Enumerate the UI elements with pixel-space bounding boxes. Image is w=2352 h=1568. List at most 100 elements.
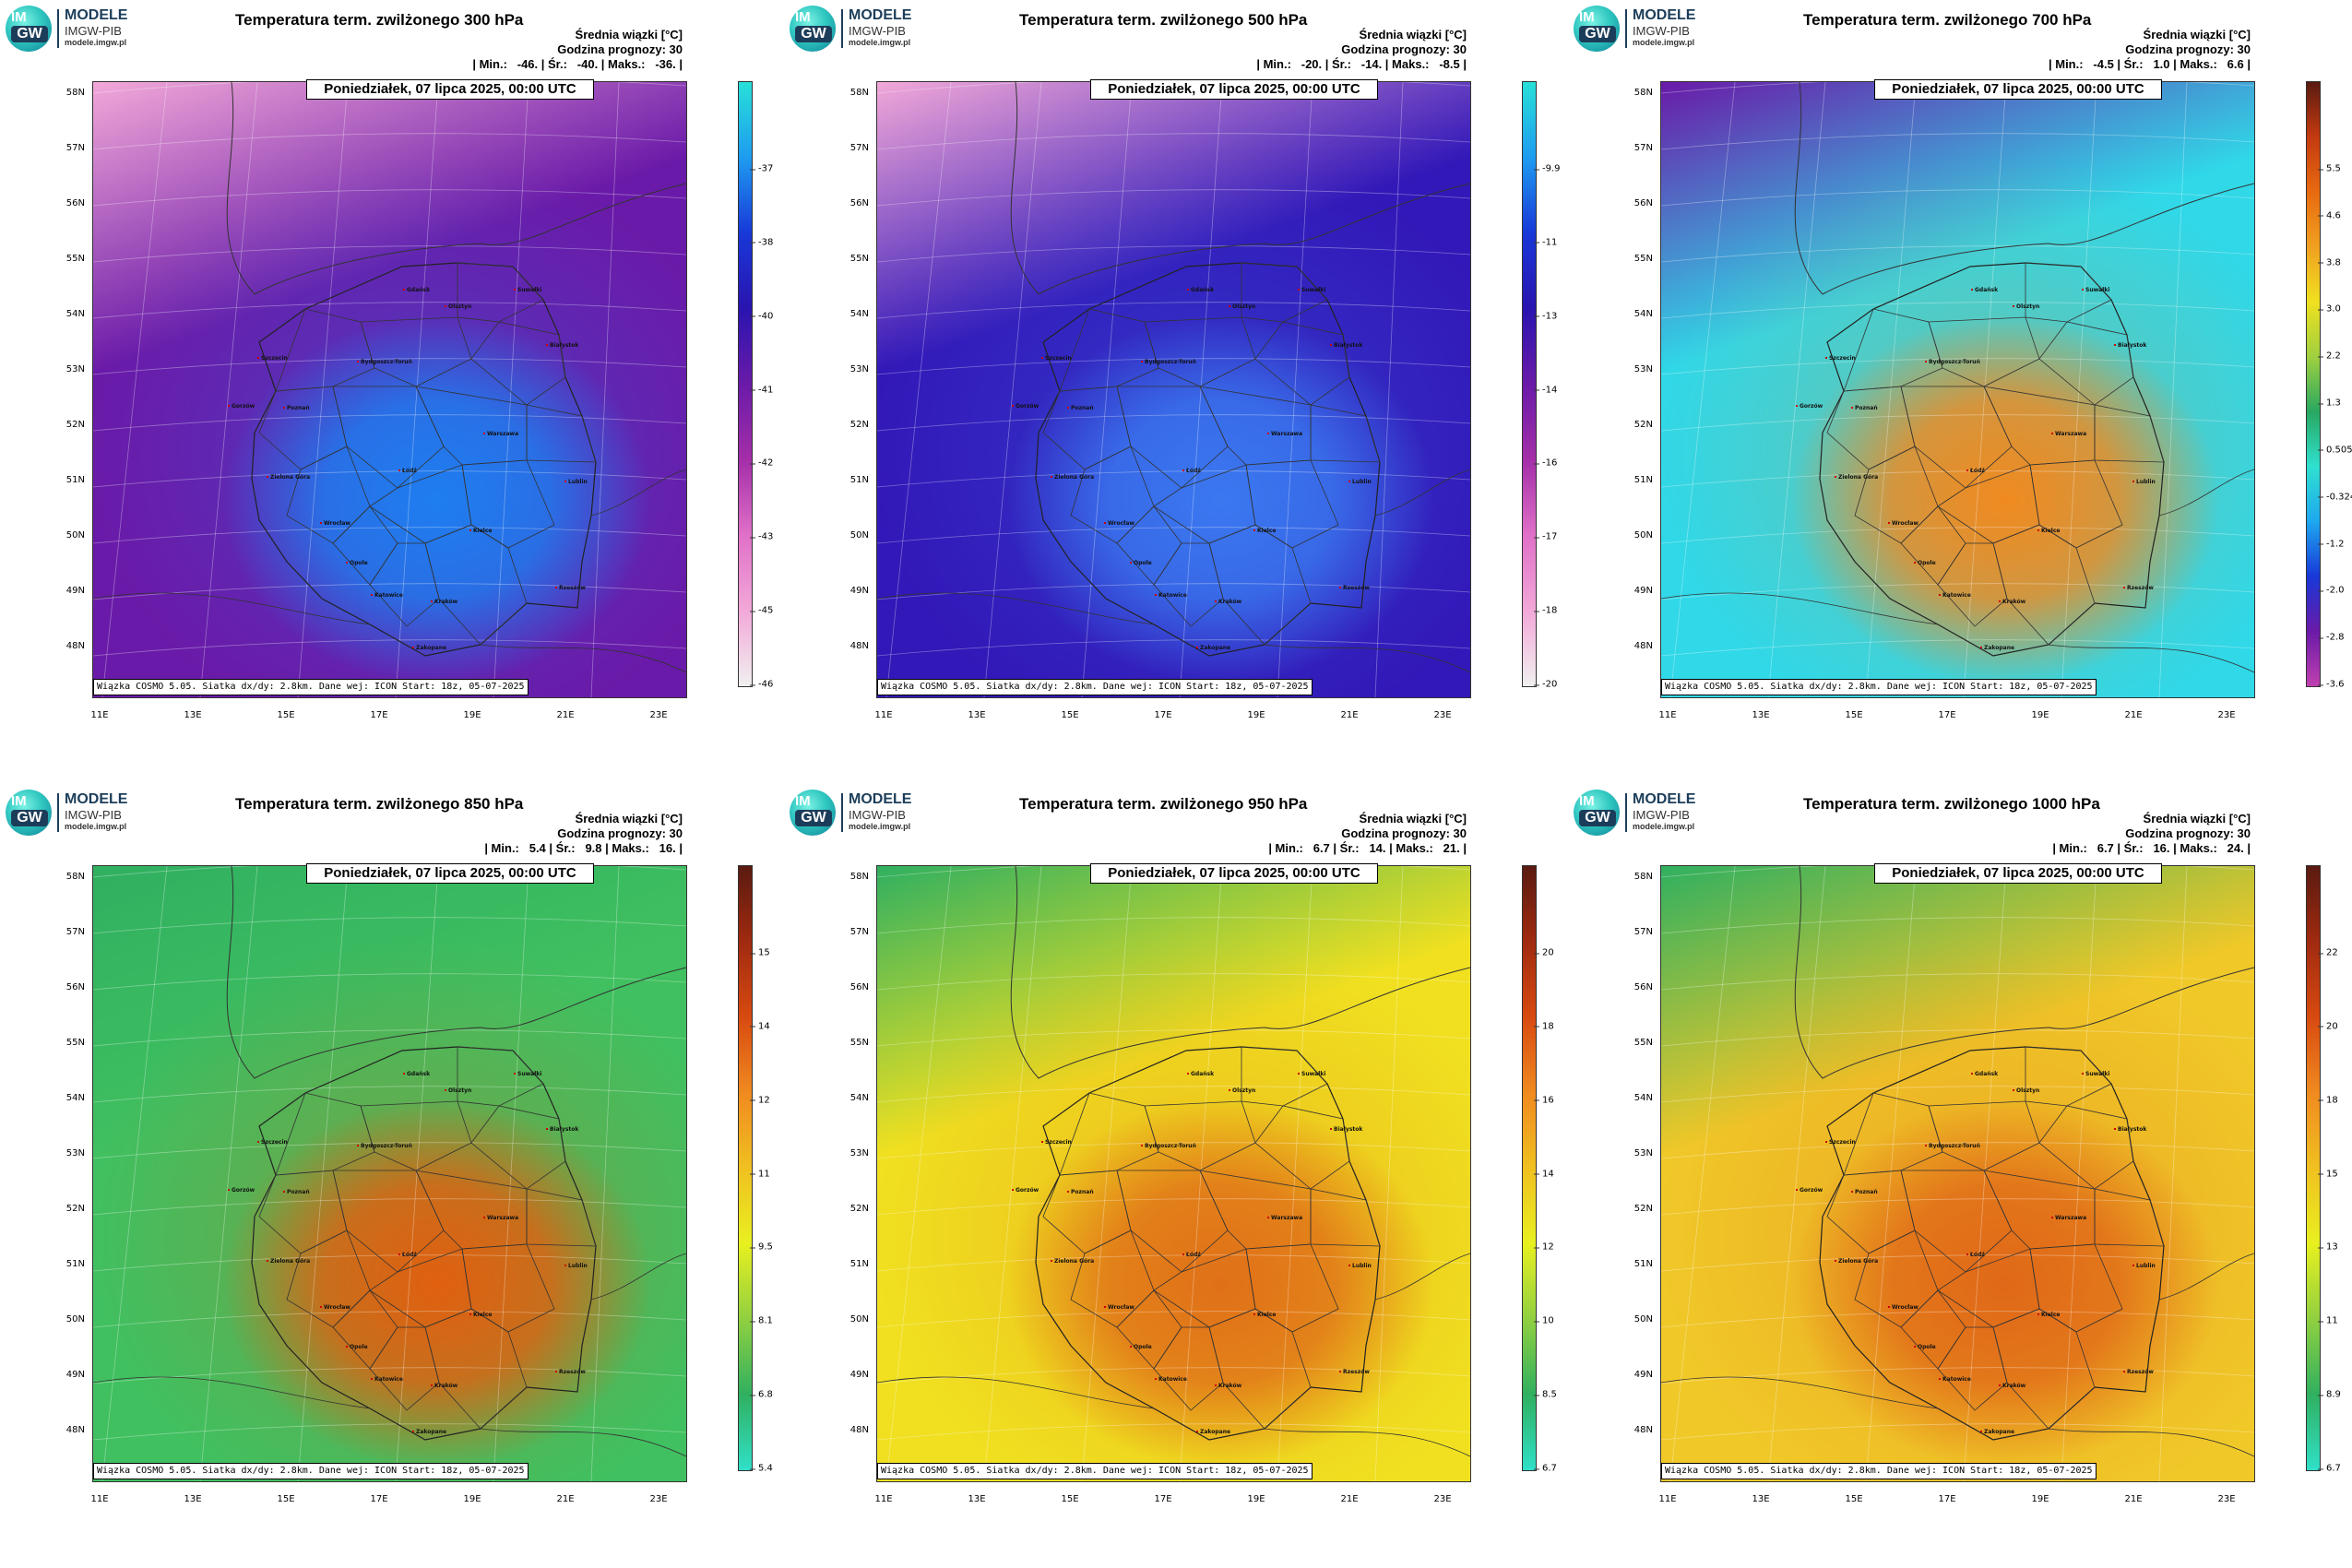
- city-label: Suwałki: [513, 287, 542, 293]
- logo-site: modele.imgw.pl: [1633, 38, 1695, 47]
- latitude-label: 49N: [1633, 586, 1653, 596]
- longitude-label: 23E: [2217, 710, 2236, 720]
- city-label: Gdańsk: [402, 287, 431, 293]
- city-label: Zakopane: [411, 1429, 447, 1435]
- colorbar-tick: -42: [749, 457, 774, 469]
- longitude-label: 19E: [463, 1494, 481, 1504]
- latitude-label: 48N: [1633, 1425, 1653, 1435]
- colorbar-tick: -2.0: [2318, 585, 2345, 596]
- imgw-logo: IM GW MODELE IMGW-PIB modele.imgw.pl: [1574, 6, 1721, 52]
- logo-site: modele.imgw.pl: [65, 38, 127, 47]
- city-label: Lublin: [2132, 479, 2156, 485]
- city-label: Bydgoszcz-Toruń: [357, 359, 412, 365]
- colorbar-tick: -40: [749, 311, 774, 322]
- city-label: Gdańsk: [402, 1071, 431, 1077]
- latitude-label: 58N: [849, 88, 869, 98]
- latitude-label: 57N: [849, 927, 869, 937]
- longitude-label: 15E: [277, 1494, 295, 1504]
- map-overlay: [877, 82, 1470, 697]
- panel-title: Temperatura term. zwilżonego 300 hPa: [235, 11, 524, 29]
- longitude-label: 19E: [2031, 1494, 2049, 1504]
- city-label: Szczecin: [1825, 1139, 1856, 1146]
- city-label: Łódź: [1966, 468, 1985, 474]
- latitude-label: 48N: [1633, 641, 1653, 651]
- city-label: Bydgoszcz-Toruń: [357, 1143, 412, 1149]
- city-label: Kraków: [1998, 599, 2026, 605]
- longitude-label: 13E: [184, 710, 202, 720]
- city-label: Zakopane: [1979, 645, 2015, 651]
- valid-date-label: Poniedziałek, 07 lipca 2025, 00:00 UTC: [306, 79, 594, 100]
- latitude-label: 54N: [1633, 309, 1653, 319]
- city-label: Białystok: [2113, 1126, 2147, 1133]
- city-label: Białystok: [545, 342, 579, 349]
- city-label: Warszawa: [482, 431, 519, 437]
- forecast-hour: Godzina prognozy: 30: [1341, 826, 1467, 840]
- city-label: Gdańsk: [1970, 287, 1999, 293]
- longitude-label: 19E: [463, 710, 481, 720]
- latitude-label: 54N: [65, 309, 85, 319]
- city-label: Opole: [1130, 560, 1152, 566]
- city-label: Szczecin: [1041, 1139, 1072, 1146]
- city-label: Poznań: [1067, 405, 1094, 411]
- city-label: Katowice: [1939, 1376, 1971, 1383]
- city-label: Łódź: [1182, 468, 1201, 474]
- colorbar-tick: 20: [2318, 1021, 2338, 1032]
- forecast-hour: Godzina prognozy: 30: [2125, 42, 2251, 56]
- city-label: Białystok: [2113, 342, 2147, 349]
- latitude-label: 49N: [1633, 1370, 1653, 1380]
- forecast-panel-2: IM GW MODELE IMGW-PIB modele.imgw.pl Tem…: [784, 0, 1568, 784]
- city-label: Białystok: [1329, 1126, 1363, 1133]
- logo-org: IMGW-PIB: [849, 24, 906, 38]
- forecast-hour: Godzina prognozy: 30: [1341, 42, 1467, 56]
- logo-brand: MODELE: [849, 7, 912, 23]
- city-label: Kielce: [2037, 528, 2061, 534]
- longitude-label: 13E: [968, 1494, 986, 1504]
- imgw-logo: IM GW MODELE IMGW-PIB modele.imgw.pl: [790, 790, 937, 836]
- latitude-label: 50N: [65, 1314, 85, 1324]
- city-label: Wrocław: [1888, 520, 1918, 527]
- city-label: Warszawa: [2050, 1215, 2087, 1221]
- city-label: Katowice: [1155, 592, 1187, 599]
- latitude-label: 52N: [1633, 1204, 1653, 1214]
- panel-stats: | Min.: -4.5 | Śr.: 1.0 | Maks.: 6.6 |: [2048, 57, 2251, 71]
- city-label: Zakopane: [1195, 645, 1231, 651]
- imgw-logo-icon: IM GW: [790, 790, 836, 836]
- colorbar-tick: -37: [749, 163, 774, 174]
- colorbar-tick: 14: [750, 1021, 770, 1032]
- colorbar-tick: 18: [2318, 1095, 2338, 1106]
- colorbar-tick: -13: [1533, 311, 1558, 322]
- longitude-label: 11E: [1658, 710, 1677, 720]
- longitude-label: 19E: [1247, 1494, 1265, 1504]
- city-label: Olsztyn: [444, 1087, 472, 1094]
- valid-date-label: Poniedziałek, 07 lipca 2025, 00:00 UTC: [1874, 79, 2162, 100]
- city-label: Warszawa: [1266, 1215, 1303, 1221]
- longitude-label: 11E: [874, 1494, 893, 1504]
- logo-brand: MODELE: [65, 7, 128, 23]
- map-overlay: [93, 82, 686, 697]
- city-label: Rzeszów: [555, 1369, 586, 1375]
- logo-org: IMGW-PIB: [1633, 808, 1690, 822]
- logo-brand: MODELE: [1633, 7, 1696, 23]
- latitude-label: 53N: [65, 1148, 85, 1158]
- latitude-label: 56N: [1633, 982, 1653, 992]
- logo-site: modele.imgw.pl: [1633, 822, 1695, 831]
- longitude-label: 15E: [1845, 710, 1863, 720]
- longitude-label: 23E: [649, 1494, 668, 1504]
- latitude-label: 58N: [849, 872, 869, 882]
- latitude-label: 57N: [65, 927, 85, 937]
- latitude-label: 48N: [849, 1425, 869, 1435]
- city-label: Lublin: [1348, 479, 1372, 485]
- panel-title: Temperatura term. zwilżonego 700 hPa: [1803, 11, 2092, 29]
- colorbar-tick: 5.4: [750, 1463, 773, 1474]
- map-area: Gdańsk Suwałki Olsztyn Szczecin Białystok Byd…: [876, 865, 1471, 1482]
- logo-brand: MODELE: [65, 791, 128, 807]
- city-label: Warszawa: [2050, 431, 2087, 437]
- longitude-label: 19E: [1247, 710, 1265, 720]
- imgw-logo: IM GW MODELE IMGW-PIB modele.imgw.pl: [1574, 790, 1721, 836]
- city-label: Poznań: [1851, 1189, 1878, 1195]
- panel-title: Temperatura term. zwilżonego 950 hPa: [1019, 795, 1308, 813]
- longitude-label: 17E: [370, 710, 388, 720]
- longitude-label: 17E: [1154, 1494, 1172, 1504]
- longitude-label: 13E: [968, 710, 986, 720]
